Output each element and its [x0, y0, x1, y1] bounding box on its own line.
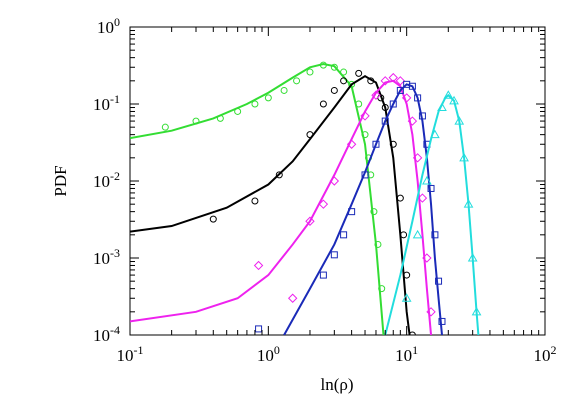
x-axis-label: ln(ρ) [320, 375, 353, 394]
data-point [443, 90, 454, 99]
data-point [346, 139, 357, 149]
data-point [430, 129, 440, 139]
data-point [251, 197, 259, 205]
data-point [380, 76, 390, 86]
x-tick-label: 100 [257, 343, 280, 365]
data-point [412, 153, 423, 163]
data-point [381, 104, 389, 112]
data-point [293, 77, 301, 85]
y-tick-label: 100 [97, 15, 120, 37]
data-point [192, 117, 200, 125]
data-point [403, 271, 411, 279]
y-tick-label: 10-4 [93, 323, 120, 345]
y-tick-label: 10-1 [93, 92, 120, 114]
data-point [412, 229, 423, 239]
data-point [459, 152, 469, 162]
data-point [216, 114, 224, 122]
data-point [340, 231, 348, 239]
data-point [340, 77, 348, 85]
data-point [329, 176, 340, 186]
data-point [389, 140, 397, 148]
data-line [130, 63, 385, 335]
data-point [454, 116, 465, 125]
data-point [251, 100, 259, 108]
data-point [318, 199, 329, 209]
data-point [401, 93, 412, 103]
data-point [431, 231, 439, 239]
y-tick-label: 10-3 [93, 246, 120, 268]
data-point [306, 131, 314, 139]
data-point [422, 253, 432, 263]
data-point [396, 86, 404, 94]
data-line [130, 79, 433, 335]
data-point [305, 216, 315, 226]
data-point [361, 171, 369, 179]
data-point [408, 331, 416, 335]
data-point [253, 260, 264, 271]
data-point [348, 80, 356, 88]
data-point [422, 175, 432, 185]
data-point [467, 252, 478, 262]
data-point [418, 112, 426, 120]
x-tick-label: 101 [395, 343, 418, 365]
data-point [370, 208, 378, 216]
data-point [438, 317, 446, 325]
data-point [355, 69, 363, 77]
data-point [396, 194, 404, 202]
data-point [340, 68, 348, 76]
data-point [427, 184, 435, 192]
data-point [381, 117, 389, 125]
data-point [437, 102, 447, 112]
data-point [330, 251, 338, 259]
x-tick-label: 10-1 [117, 343, 144, 365]
data-point [374, 240, 382, 248]
data-line [130, 74, 411, 335]
data-point [361, 131, 369, 139]
data-point [389, 100, 397, 108]
data-point [287, 293, 298, 303]
data-point [426, 307, 436, 317]
data-point [401, 293, 412, 302]
data-point [319, 271, 327, 279]
data-point [255, 325, 263, 333]
data-point [395, 76, 406, 86]
data-point [408, 82, 416, 90]
data-point [388, 72, 398, 83]
y-tick-label: 10-2 [93, 169, 120, 191]
data-point [367, 77, 375, 85]
data-point [161, 123, 169, 131]
data-point [330, 86, 338, 94]
data-point [360, 111, 370, 121]
data-point [378, 285, 386, 293]
data-point [264, 94, 272, 102]
data-point [417, 193, 428, 203]
x-tick-label: 102 [534, 343, 557, 365]
data-point [319, 100, 327, 108]
data-point [407, 116, 418, 126]
data-point [280, 86, 288, 94]
y-axis-label: PDF [51, 165, 70, 196]
plot-frame [129, 26, 546, 336]
data-point [348, 208, 356, 216]
data-point [209, 215, 217, 223]
data-line [384, 93, 480, 335]
data-point [463, 199, 474, 208]
data-line [283, 83, 443, 335]
data-point [400, 231, 408, 239]
data-point [330, 63, 338, 71]
data-point [449, 95, 459, 105]
plot-area [130, 61, 482, 335]
data-point [414, 94, 422, 102]
data-point [435, 277, 443, 285]
data-point [275, 171, 283, 179]
data-point [234, 107, 242, 115]
data-point [319, 61, 327, 69]
data-point [371, 90, 381, 100]
data-point [471, 306, 482, 316]
data-point [306, 68, 314, 76]
data-point [372, 140, 380, 148]
data-point [355, 100, 363, 108]
